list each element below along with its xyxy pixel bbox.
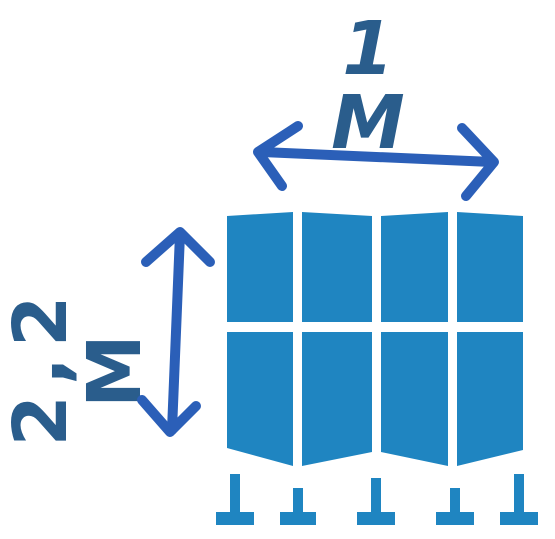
screen-panel-4-bottom — [457, 332, 523, 466]
screen-panel-1-bottom — [227, 332, 293, 466]
screen-panel-2-bottom — [302, 332, 372, 466]
screen-panel-3-bottom — [381, 332, 448, 466]
foot-1-icon — [216, 474, 254, 525]
screen-panel-3-top — [381, 212, 448, 322]
foot-2-icon — [280, 488, 316, 525]
width-arrow-icon — [253, 121, 499, 201]
foot-4-icon — [436, 488, 474, 525]
screen-panel-2-top — [302, 212, 372, 322]
foot-3-icon — [357, 478, 395, 525]
screen-feet-icon — [216, 474, 538, 525]
foot-5-icon — [500, 474, 538, 525]
screen-panel-1-top — [227, 212, 293, 322]
screen-panel-4-top — [457, 212, 523, 322]
folding-screen-icon — [227, 212, 523, 466]
width-dimension-label: 1 M — [331, 6, 413, 166]
height-arrow-icon — [137, 227, 215, 437]
